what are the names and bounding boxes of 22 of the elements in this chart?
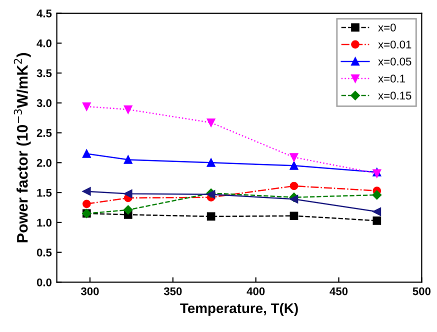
legend-label: x=0 xyxy=(378,24,396,32)
legend-label: x=0.05 xyxy=(378,58,412,66)
x-tick-label: 350 xyxy=(164,287,182,296)
y-tick-label: 2.0 xyxy=(36,158,52,167)
y-tick-label: 3.0 xyxy=(36,99,52,108)
x-tick-label: 500 xyxy=(412,287,431,296)
legend-label: x=0.1 xyxy=(378,74,405,83)
y-tick-label: 4.5 xyxy=(36,10,52,18)
x-axis-title: Temperature, T(K) xyxy=(180,302,298,316)
legend-label: x=0.15 xyxy=(378,92,412,100)
y-tick-label: 1.0 xyxy=(37,218,52,227)
legend-label: x=0.01 xyxy=(378,40,412,48)
x-tick-label: 300 xyxy=(80,287,99,296)
x-tick-label: 400 xyxy=(246,287,265,296)
y-tick-label: 3.5 xyxy=(36,69,52,78)
y-tick-label: 0.0 xyxy=(36,278,52,286)
y-tick-label: 2.5 xyxy=(36,129,52,137)
y-tick-label: 1.5 xyxy=(37,188,52,197)
y-tick-label: 0.5 xyxy=(36,248,52,256)
x-tick-label: 450 xyxy=(330,287,348,296)
y-tick-label: 4.0 xyxy=(36,39,52,48)
y-axis-title: Power factor (10$^{−3}$W/mK$^{2}$) xyxy=(14,53,31,242)
